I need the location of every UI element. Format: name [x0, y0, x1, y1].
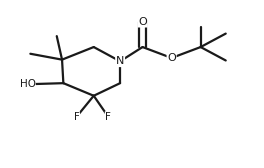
- Text: HO: HO: [20, 79, 36, 89]
- Text: N: N: [116, 56, 124, 66]
- Text: F: F: [74, 112, 79, 122]
- Text: F: F: [105, 112, 111, 122]
- Text: O: O: [167, 53, 176, 63]
- Text: O: O: [138, 17, 147, 27]
